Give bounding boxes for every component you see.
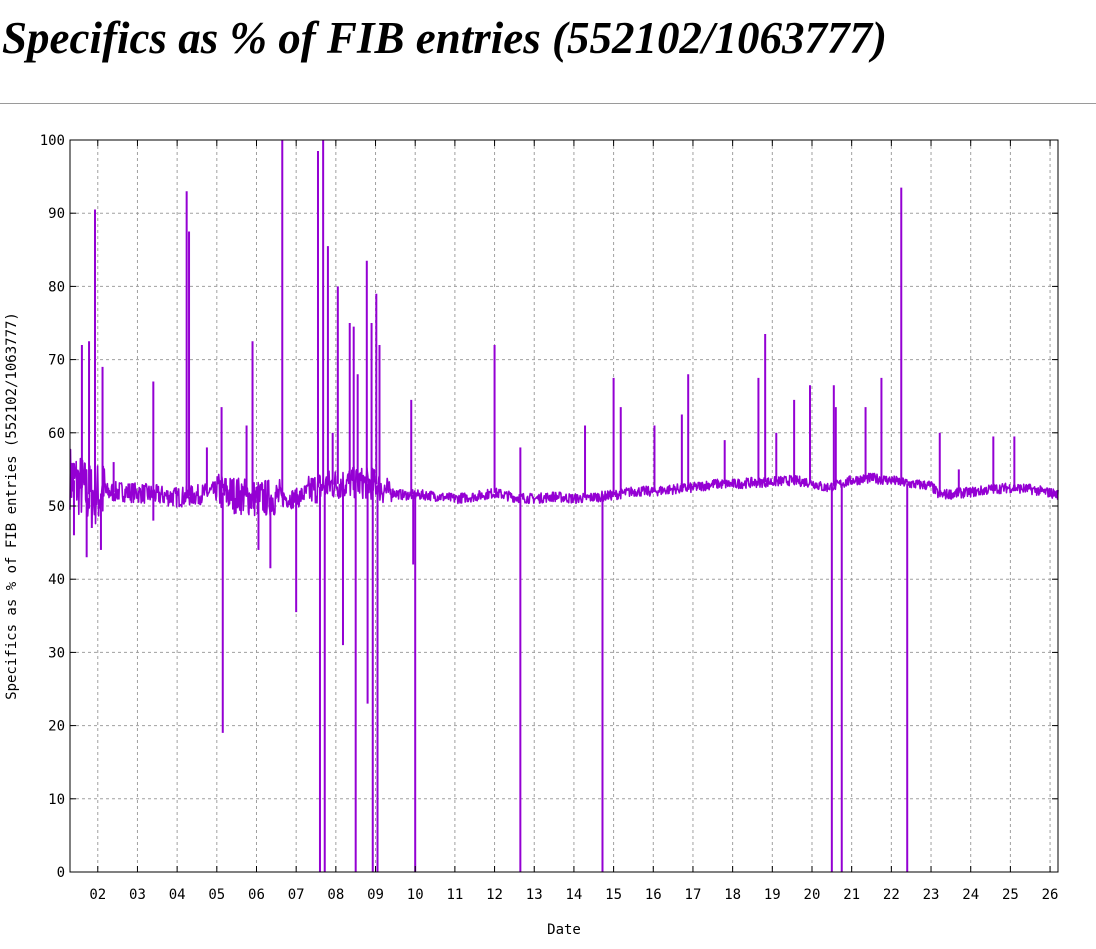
x-tick-label: 17	[685, 887, 702, 903]
title-divider	[0, 103, 1096, 104]
x-tick-label: 22	[883, 887, 900, 903]
x-tick-label: 11	[446, 887, 463, 903]
x-tick-label: 18	[724, 887, 741, 903]
y-tick-label: 10	[48, 792, 65, 808]
y-tick-label: 50	[48, 499, 65, 515]
tick-labels: 0 10 20 30 40 50 60 70 80 90 100 02 03 04 05 06 07 08 09 10…	[40, 133, 1059, 903]
y-tick-label: 30	[48, 645, 65, 661]
x-tick-label: 05	[208, 887, 225, 903]
spike-layer	[72, 140, 1016, 872]
chart-area: 0 10 20 30 40 50 60 70 80 90 100 02 03 04 05 06 07 08 09 10…	[0, 104, 1096, 944]
x-tick-label: 14	[565, 887, 582, 903]
x-tick-label: 08	[327, 887, 344, 903]
grid-lines	[70, 140, 1058, 872]
y-tick-label: 70	[48, 353, 65, 369]
x-tick-label: 19	[764, 887, 781, 903]
series-layer	[69, 448, 1059, 525]
y-tick-label: 90	[48, 206, 65, 222]
x-tick-label: 23	[923, 887, 940, 903]
x-tick-label: 15	[605, 887, 622, 903]
page-title: Specifics as % of FIB entries (552102/10…	[2, 13, 887, 63]
x-tick-label: 26	[1042, 887, 1059, 903]
y-tick-label: 0	[57, 865, 65, 881]
x-tick-label: 13	[526, 887, 543, 903]
x-tick-label: 10	[407, 887, 424, 903]
x-tick-label: 06	[248, 887, 265, 903]
y-tick-label: 80	[48, 279, 65, 295]
y-tick-label: 40	[48, 572, 65, 588]
series-line	[69, 448, 1059, 525]
y-tick-label: 20	[48, 719, 65, 735]
x-tick-label: 25	[1002, 887, 1019, 903]
x-tick-label: 09	[367, 887, 384, 903]
x-tick-label: 03	[129, 887, 146, 903]
x-tick-label: 02	[89, 887, 106, 903]
chart-svg: 0 10 20 30 40 50 60 70 80 90 100 02 03 04 05 06 07 08 09 10…	[4, 133, 1059, 938]
x-tick-label: 12	[486, 887, 503, 903]
x-tick-label: 07	[288, 887, 305, 903]
y-tick-label: 60	[48, 426, 65, 442]
x-tick-label: 24	[962, 887, 979, 903]
x-tick-label: 16	[645, 887, 662, 903]
x-axis-label: Date	[547, 922, 581, 938]
y-axis-label: Specifics as % of FIB entries (552102/10…	[4, 312, 20, 700]
axis-ticks	[70, 139, 1058, 873]
y-tick-label: 100	[40, 133, 65, 149]
x-tick-label: 20	[804, 887, 821, 903]
x-tick-label: 04	[169, 887, 186, 903]
x-tick-label: 21	[843, 887, 860, 903]
